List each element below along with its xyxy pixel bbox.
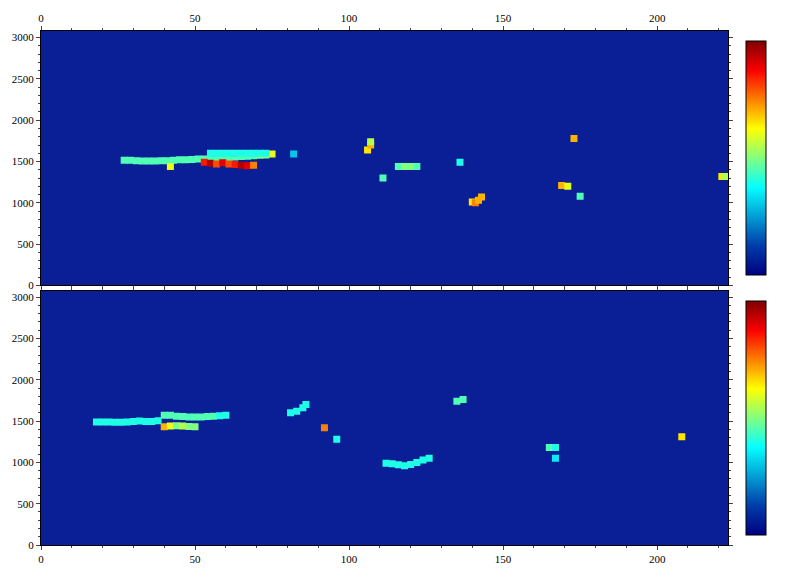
svg-text:500: 500 — [17, 238, 34, 250]
svg-text:1000: 1000 — [12, 456, 35, 468]
svg-text:50: 50 — [190, 553, 202, 565]
svg-text:500: 500 — [17, 498, 34, 510]
svg-text:1500: 1500 — [12, 415, 35, 427]
svg-text:50: 50 — [190, 12, 202, 24]
svg-text:3000: 3000 — [12, 31, 35, 43]
svg-text:1000: 1000 — [12, 197, 35, 209]
svg-text:200: 200 — [649, 12, 666, 24]
svg-text:3000: 3000 — [12, 291, 35, 303]
svg-text:150: 150 — [495, 553, 512, 565]
svg-text:0: 0 — [28, 539, 34, 551]
svg-text:0: 0 — [38, 12, 44, 24]
svg-text:100: 100 — [341, 553, 358, 565]
svg-text:2500: 2500 — [12, 73, 35, 85]
svg-text:2500: 2500 — [12, 332, 35, 344]
svg-text:0: 0 — [28, 279, 34, 291]
svg-text:1500: 1500 — [12, 155, 35, 167]
svg-text:2000: 2000 — [12, 374, 35, 386]
svg-text:150: 150 — [495, 12, 512, 24]
svg-text:0: 0 — [38, 553, 44, 565]
svg-text:200: 200 — [649, 553, 666, 565]
svg-text:2000: 2000 — [12, 114, 35, 126]
svg-text:100: 100 — [341, 12, 358, 24]
